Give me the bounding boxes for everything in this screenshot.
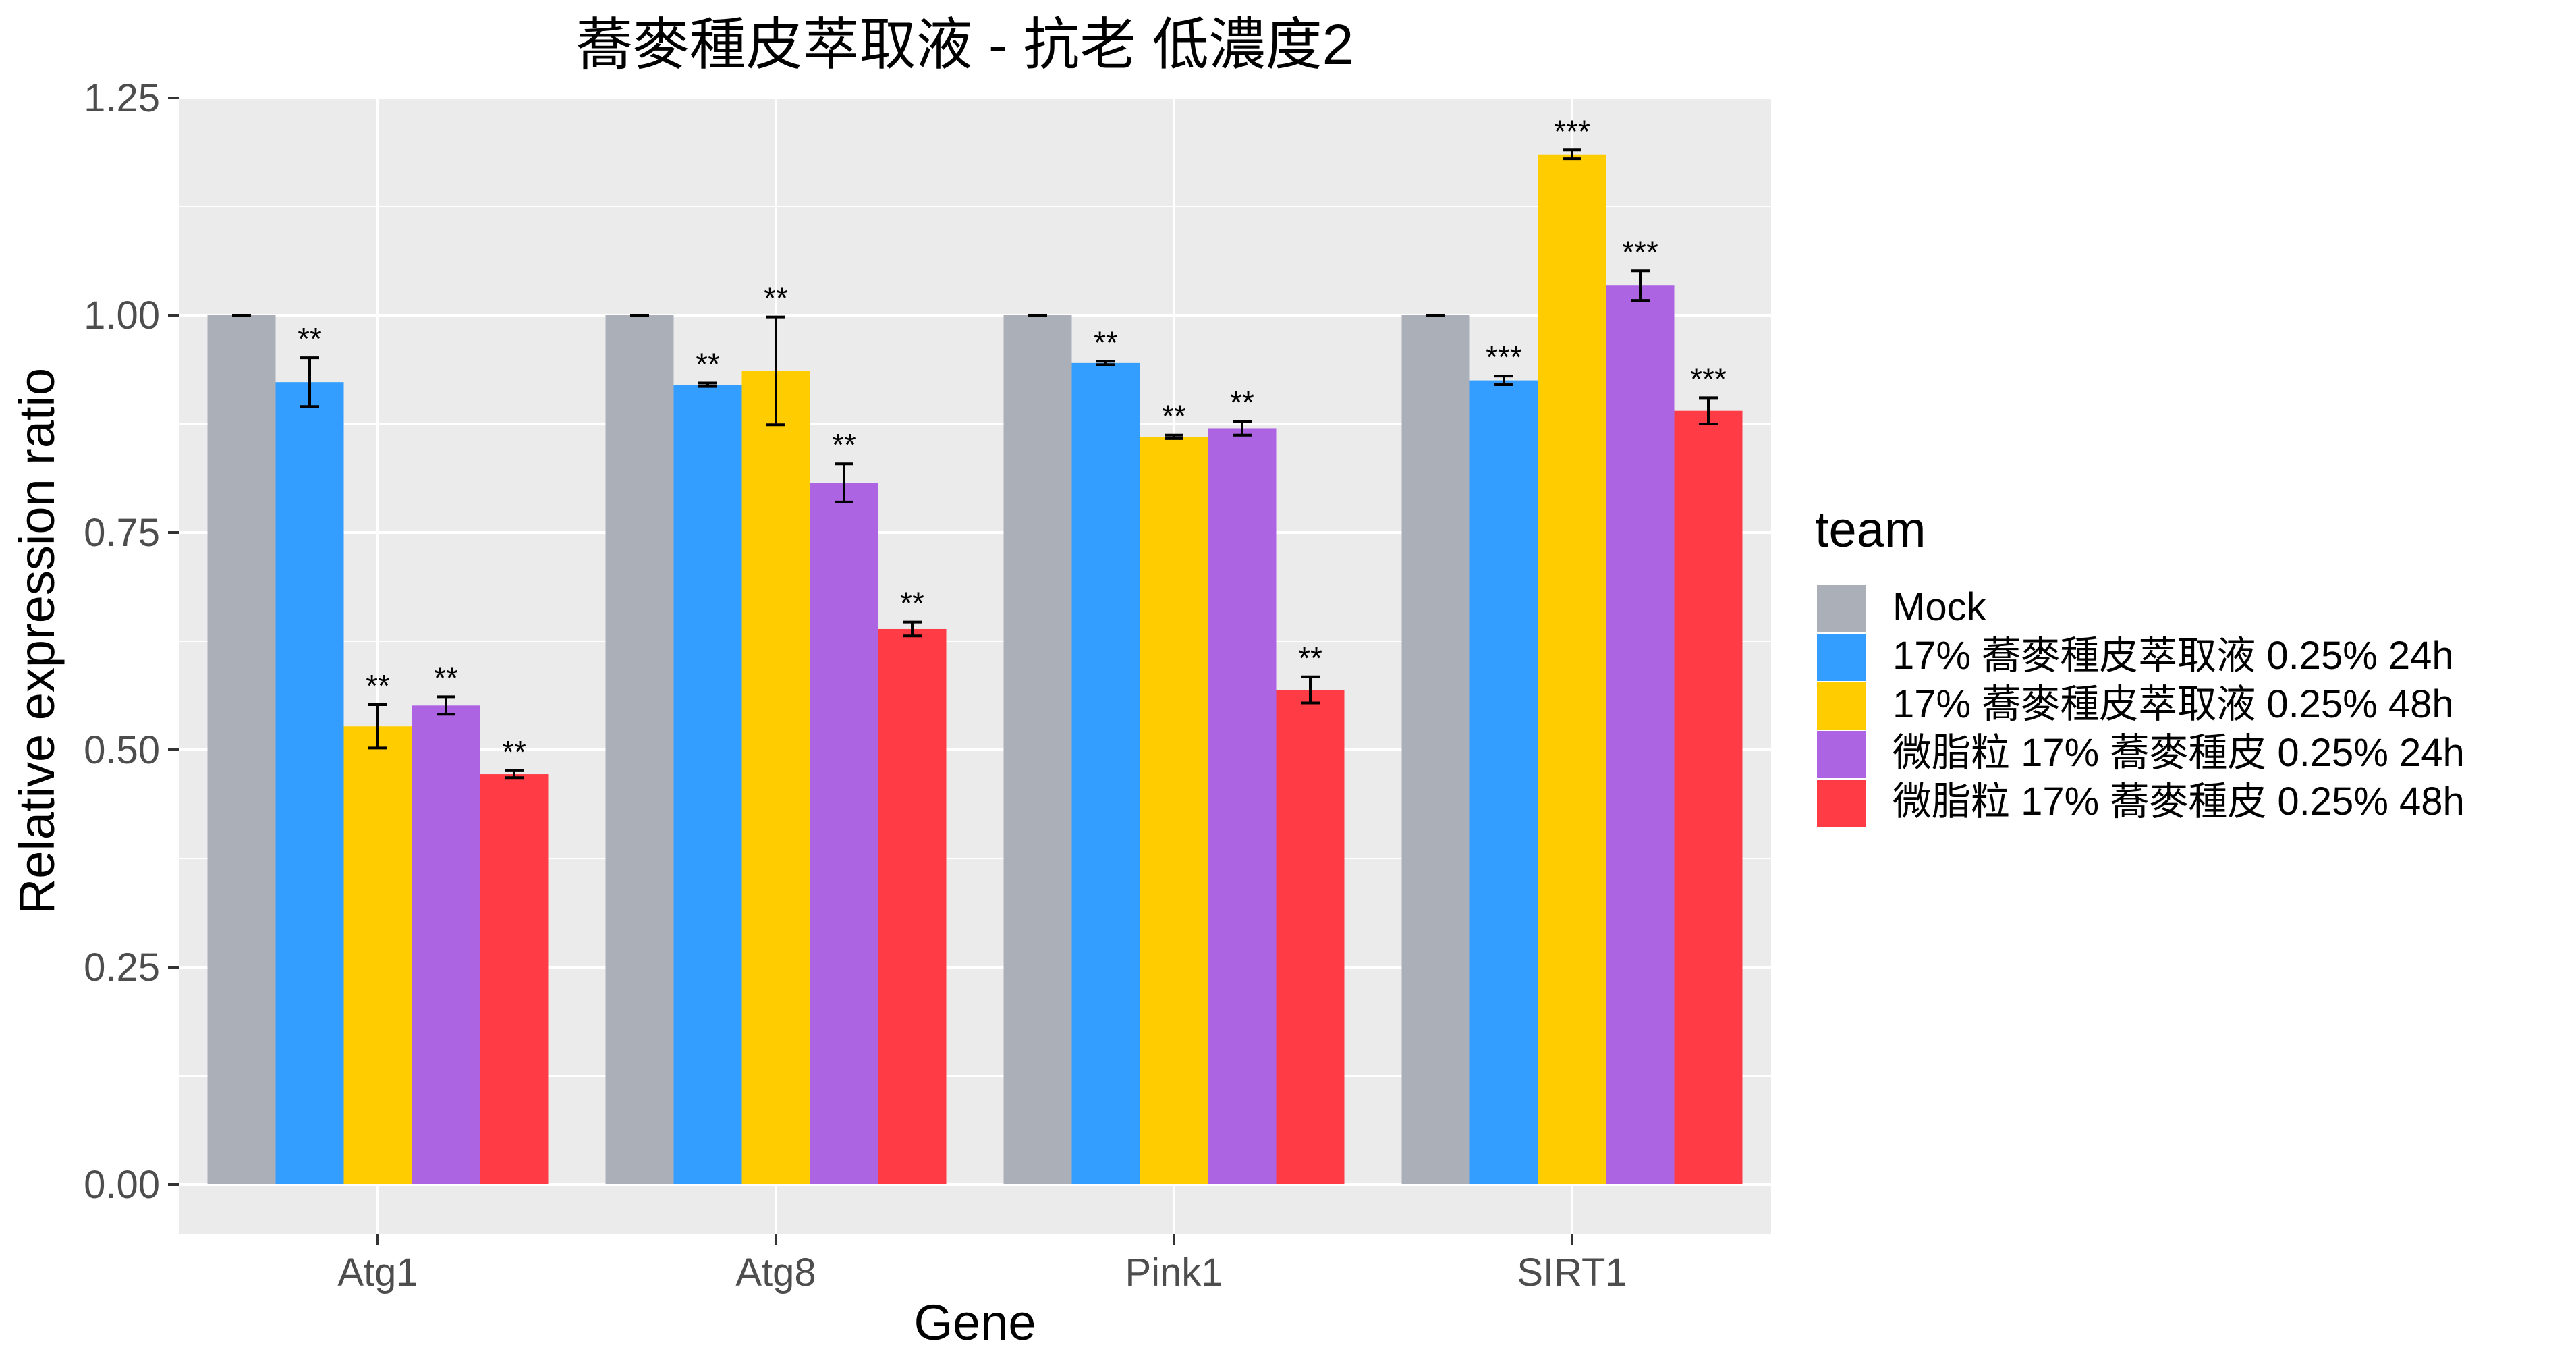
- significance-label: **: [1094, 325, 1118, 360]
- y-tick-label: 0.50: [84, 728, 160, 772]
- error-bars: [232, 148, 1718, 780]
- y-axis-title: Relative expression ratio: [9, 368, 65, 915]
- significance-label: ***: [1554, 113, 1590, 148]
- significance-label: **: [1162, 399, 1186, 434]
- significance-label: **: [366, 668, 390, 703]
- bars: [207, 154, 1743, 1185]
- x-tick-label: Atg1: [337, 1251, 418, 1295]
- legend-title: team: [1815, 501, 1926, 557]
- legend-label: 微脂粒 17% 蕎麥種皮 0.25% 24h: [1893, 731, 2465, 775]
- chart-title: 蕎麥種皮萃取液 - 抗老 低濃度2: [576, 13, 1354, 76]
- legend-label: Mock: [1893, 585, 1987, 629]
- significance-labels: **** **************** ****************: [298, 113, 1727, 769]
- significance-label: **: [764, 281, 788, 316]
- significance-label: **: [1298, 641, 1322, 676]
- bar: [673, 385, 742, 1184]
- significance-label: **: [832, 427, 856, 462]
- significance-label: **: [298, 321, 322, 356]
- bar: [275, 382, 344, 1184]
- legend-label: 17% 蕎麥種皮萃取液 0.25% 48h: [1893, 682, 2454, 726]
- legend-label: 微脂粒 17% 蕎麥種皮 0.25% 48h: [1893, 780, 2465, 823]
- x-tick-label: Atg8: [735, 1251, 816, 1295]
- legend-label: 17% 蕎麥種皮萃取液 0.25% 24h: [1893, 634, 2454, 678]
- bar: [1469, 380, 1538, 1184]
- bar: [412, 705, 480, 1184]
- bar: [207, 315, 276, 1184]
- legend-key: [1817, 585, 1866, 632]
- y-tick-label: 0.25: [84, 946, 160, 989]
- bar: [1003, 315, 1072, 1184]
- significance-label: **: [1230, 385, 1254, 420]
- legend-key: [1817, 731, 1866, 778]
- bar: [1606, 285, 1675, 1184]
- significance-label: ***: [1486, 339, 1522, 375]
- x-axis-title: Gene: [914, 1295, 1036, 1351]
- bar: [1401, 315, 1470, 1184]
- y-tick-label: 0.00: [84, 1163, 160, 1207]
- bar: [1538, 154, 1606, 1185]
- bar: [741, 371, 810, 1184]
- significance-label: **: [502, 734, 526, 769]
- bar: [1276, 690, 1345, 1184]
- bar: [1208, 428, 1277, 1185]
- y-tick-label: 1.25: [84, 76, 160, 120]
- significance-label: ***: [1690, 361, 1727, 396]
- significance-label: ***: [1622, 234, 1658, 269]
- x-tick-label: Pink1: [1125, 1251, 1223, 1295]
- legend-key: [1817, 780, 1866, 827]
- y-tick-label: 0.75: [84, 511, 160, 555]
- bar: [810, 483, 878, 1184]
- bar: [1071, 362, 1140, 1184]
- bar: [605, 315, 674, 1184]
- bar: [878, 628, 947, 1184]
- bar: [480, 774, 549, 1184]
- bar: [343, 726, 412, 1184]
- bar: [1674, 410, 1743, 1185]
- legend-key: [1817, 634, 1866, 681]
- x-tick-label: SIRT1: [1517, 1251, 1627, 1295]
- bar: [1140, 437, 1208, 1184]
- y-tick-label: 1.00: [84, 294, 160, 337]
- significance-label: **: [696, 346, 720, 381]
- significance-label: **: [434, 660, 458, 695]
- x-axis: Atg1 Atg8 Pink1 SIRT1: [337, 1234, 1627, 1295]
- legend-key: [1817, 682, 1866, 730]
- y-axis: 0.00 0.25 0.50 0.75 1.00 1.25: [84, 76, 179, 1207]
- significance-label: **: [900, 586, 924, 621]
